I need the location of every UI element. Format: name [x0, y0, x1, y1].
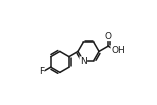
Text: F: F [39, 67, 44, 76]
Text: O: O [105, 32, 112, 41]
Text: OH: OH [111, 46, 125, 55]
Text: N: N [80, 57, 87, 66]
